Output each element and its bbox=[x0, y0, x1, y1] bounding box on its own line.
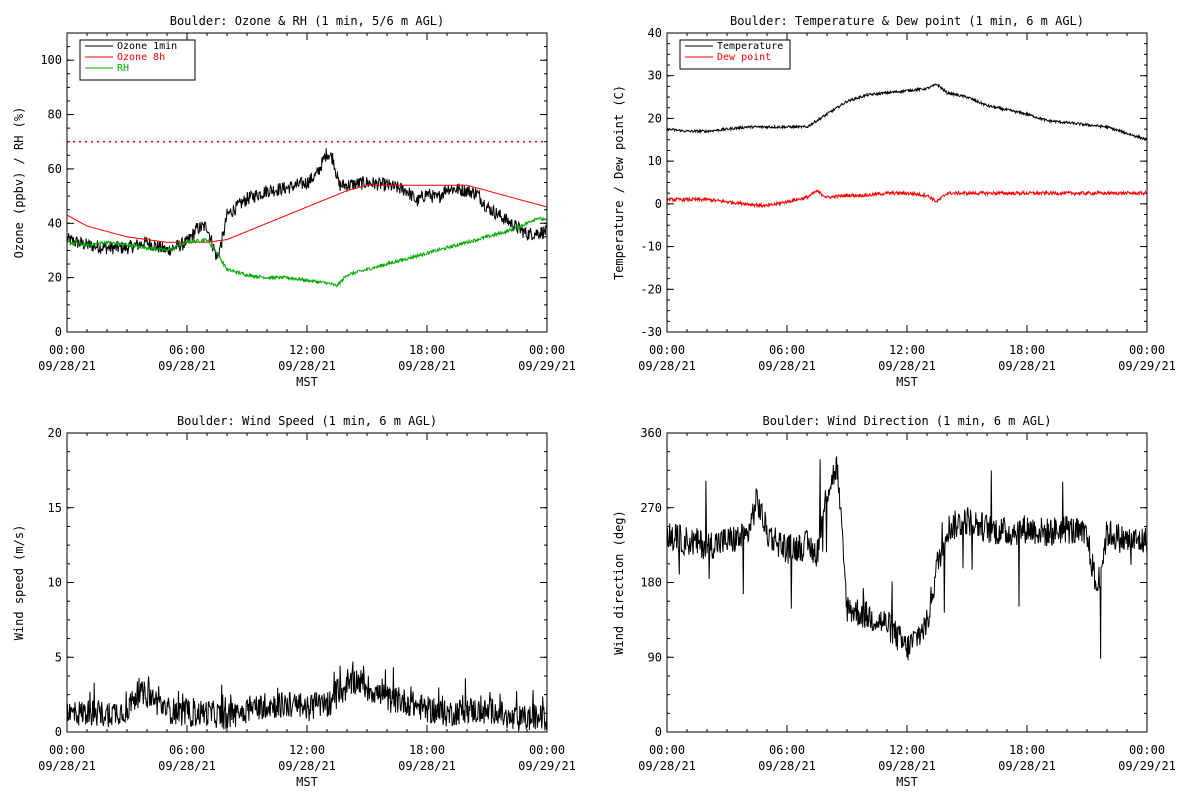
series-line-winddir bbox=[666, 456, 1148, 661]
x-tick-label-time: 18:00 bbox=[409, 743, 445, 757]
y-tick-label: 100 bbox=[40, 53, 62, 67]
y-tick-label: 5 bbox=[55, 650, 62, 664]
x-tick-label-time: 12:00 bbox=[289, 343, 325, 357]
x-tick-label-time: 00:00 bbox=[1129, 743, 1165, 757]
y-axis-label: Ozone (ppbv) / RH (%) bbox=[12, 107, 26, 259]
y-tick-label: 20 bbox=[648, 111, 662, 125]
plot-frame bbox=[666, 432, 1148, 733]
x-tick-label-time: 00:00 bbox=[49, 343, 85, 357]
x-tick-label-time: 06:00 bbox=[769, 343, 805, 357]
x-tick-label-time: 12:00 bbox=[889, 343, 925, 357]
y-tick-label: 80 bbox=[48, 108, 62, 122]
x-tick-label-date: 09/28/21 bbox=[38, 759, 96, 773]
y-tick-label: 60 bbox=[48, 162, 62, 176]
y-tick-label: 0 bbox=[55, 325, 62, 339]
y-tick-label: 15 bbox=[48, 501, 62, 515]
x-tick-label-date: 09/28/21 bbox=[998, 359, 1056, 373]
y-tick-label: 270 bbox=[640, 501, 662, 515]
y-tick-label: 20 bbox=[48, 426, 62, 440]
x-tick-label-date: 09/29/21 bbox=[518, 359, 576, 373]
chart-title: Boulder: Wind Speed (1 min, 6 m AGL) bbox=[177, 414, 437, 428]
y-axis-label: Temperature / Dew point (C) bbox=[612, 85, 626, 280]
x-tick-label-date: 09/29/21 bbox=[1118, 759, 1176, 773]
x-tick-label-date: 09/28/21 bbox=[758, 759, 816, 773]
x-tick-label-date: 09/28/21 bbox=[278, 359, 336, 373]
y-tick-label: 0 bbox=[655, 725, 662, 739]
plot-frame bbox=[666, 32, 1148, 333]
chart-title: Boulder: Ozone & RH (1 min, 5/6 m AGL) bbox=[170, 14, 445, 28]
y-tick-label: 0 bbox=[655, 197, 662, 211]
y-tick-label: 10 bbox=[648, 154, 662, 168]
y-axis-label: Wind direction (deg) bbox=[612, 510, 626, 655]
y-tick-label: 10 bbox=[48, 576, 62, 590]
series-line-windspeed bbox=[66, 661, 548, 732]
chart-panel-windspeed: Boulder: Wind Speed (1 min, 6 m AGL) Wind… bbox=[12, 414, 576, 789]
y-tick-label: 360 bbox=[640, 426, 662, 440]
x-tick-label-time: 00:00 bbox=[529, 743, 565, 757]
x-tick-label-date: 09/28/21 bbox=[158, 359, 216, 373]
y-tick-label: 20 bbox=[48, 271, 62, 285]
plot-frame bbox=[66, 32, 548, 333]
x-tick-label-time: 00:00 bbox=[1129, 343, 1165, 357]
x-tick-label-time: 00:00 bbox=[649, 343, 685, 357]
legend-label: Ozone 1min bbox=[117, 41, 177, 52]
legend-label: Ozone 8h bbox=[117, 52, 165, 63]
x-tick-label-date: 09/28/21 bbox=[638, 759, 696, 773]
series-line-rh bbox=[66, 216, 548, 288]
x-tick-label-time: 06:00 bbox=[169, 343, 205, 357]
x-tick-label-date: 09/29/21 bbox=[1118, 359, 1176, 373]
y-tick-label: 40 bbox=[48, 216, 62, 230]
chart-title: Boulder: Wind Direction (1 min, 6 m AGL) bbox=[763, 414, 1052, 428]
x-tick-label-date: 09/28/21 bbox=[638, 359, 696, 373]
legend-box bbox=[679, 39, 791, 70]
series-line-temperature bbox=[666, 83, 1147, 142]
chart-panel-winddir: Boulder: Wind Direction (1 min, 6 m AGL)… bbox=[612, 414, 1176, 789]
x-tick-label-date: 09/28/21 bbox=[398, 359, 456, 373]
x-tick-label-date: 09/28/21 bbox=[758, 359, 816, 373]
chart-panel-temperature: Boulder: Temperature & Dew point (1 min,… bbox=[612, 14, 1176, 389]
x-tick-label-time: 00:00 bbox=[529, 343, 565, 357]
y-tick-label: 0 bbox=[55, 725, 62, 739]
x-tick-label-date: 09/28/21 bbox=[878, 359, 936, 373]
x-tick-label-date: 09/28/21 bbox=[998, 759, 1056, 773]
series-line-ozone-1min bbox=[66, 148, 548, 260]
legend-box bbox=[79, 39, 196, 81]
x-tick-label-date: 09/28/21 bbox=[398, 759, 456, 773]
legend-label: Dew point bbox=[717, 52, 771, 63]
legend-label: RH bbox=[117, 63, 129, 74]
x-tick-label-time: 18:00 bbox=[1009, 343, 1045, 357]
x-tick-label-date: 09/28/21 bbox=[158, 759, 216, 773]
x-tick-label-time: 12:00 bbox=[889, 743, 925, 757]
x-tick-label-date: 09/28/21 bbox=[278, 759, 336, 773]
y-tick-label: 40 bbox=[648, 26, 662, 40]
y-tick-label: -20 bbox=[640, 282, 662, 296]
x-tick-label-time: 12:00 bbox=[289, 743, 325, 757]
series-line-ozone-8h bbox=[66, 184, 548, 243]
x-tick-label-time: 00:00 bbox=[649, 743, 685, 757]
x-tick-label-time: 18:00 bbox=[1009, 743, 1045, 757]
y-tick-label: 90 bbox=[648, 650, 662, 664]
x-axis-label: MST bbox=[296, 775, 318, 789]
chart-title: Boulder: Temperature & Dew point (1 min,… bbox=[730, 14, 1084, 28]
y-tick-label: 30 bbox=[648, 69, 662, 83]
x-axis-label: MST bbox=[896, 375, 918, 389]
x-tick-label-time: 06:00 bbox=[169, 743, 205, 757]
y-tick-label: -10 bbox=[640, 240, 662, 254]
y-tick-label: -30 bbox=[640, 325, 662, 339]
x-tick-label-time: 00:00 bbox=[49, 743, 85, 757]
x-axis-label: MST bbox=[296, 375, 318, 389]
x-tick-label-date: 09/29/21 bbox=[518, 759, 576, 773]
x-tick-label-date: 09/28/21 bbox=[38, 359, 96, 373]
y-axis-label: Wind speed (m/s) bbox=[12, 525, 26, 641]
x-tick-label-time: 06:00 bbox=[769, 743, 805, 757]
plot-frame bbox=[66, 432, 548, 733]
x-tick-label-date: 09/28/21 bbox=[878, 759, 936, 773]
series-line-dew-point bbox=[666, 189, 1148, 209]
x-tick-label-time: 18:00 bbox=[409, 343, 445, 357]
legend-label: Temperature bbox=[717, 41, 783, 52]
y-tick-label: 180 bbox=[640, 576, 662, 590]
x-axis-label: MST bbox=[896, 775, 918, 789]
chart-panel-ozone: Boulder: Ozone & RH (1 min, 5/6 m AGL) Oz… bbox=[12, 14, 576, 389]
